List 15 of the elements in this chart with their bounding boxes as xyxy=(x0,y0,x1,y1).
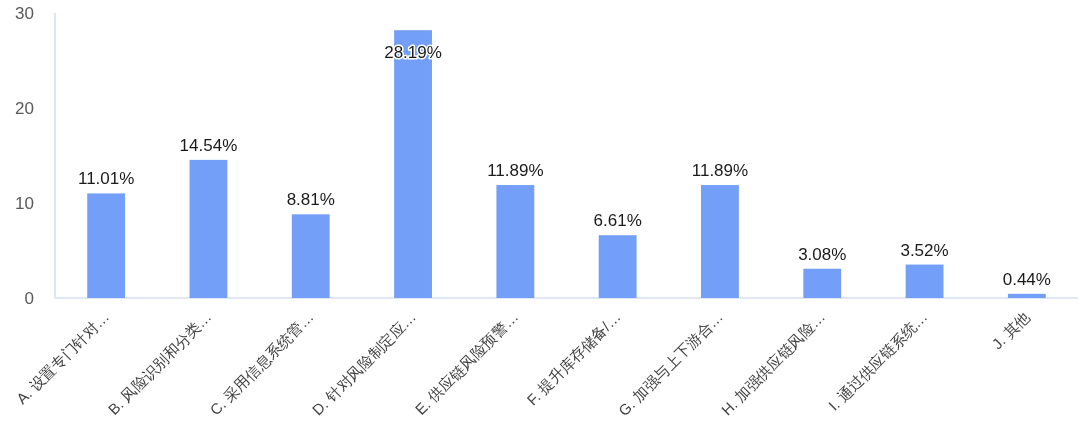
data-label: 11.89% xyxy=(691,161,749,181)
y-tick-label: 30 xyxy=(15,3,34,23)
data-label: 8.81% xyxy=(286,190,335,210)
x-tick-label: J. 其他 xyxy=(988,307,1033,353)
data-label: 14.54% xyxy=(179,135,238,155)
data-label: 11.89% xyxy=(487,161,544,181)
data-label: 3.52% xyxy=(900,240,949,260)
y-tick-label: 0 xyxy=(24,288,34,308)
x-tick-label: I. 通过供应链系统… xyxy=(824,307,931,414)
data-label: 6.61% xyxy=(593,211,642,231)
y-tick-label: 20 xyxy=(15,98,34,118)
data-label: 0.44% xyxy=(1002,269,1051,289)
y-tick-label: 10 xyxy=(15,193,34,213)
data-label: 11.01% xyxy=(77,169,135,189)
data-label: 3.08% xyxy=(798,244,847,264)
